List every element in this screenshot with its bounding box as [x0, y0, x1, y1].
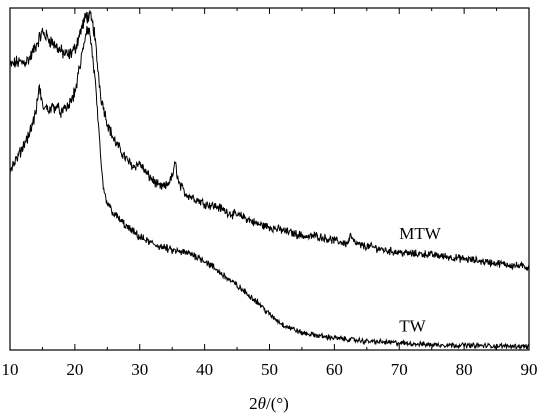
series-line-mtw	[9, 10, 530, 272]
x-axis-tick-labels: 10 20 30 40 50 60 70 80 90	[2, 360, 538, 379]
x-axis-label: 2θ/(°)	[249, 394, 289, 413]
series-labels: MTW TW	[399, 224, 442, 335]
x-tick-label: 50	[261, 360, 278, 379]
x-axis-label-symbol: θ	[258, 394, 266, 413]
series-label-tw: TW	[399, 317, 426, 336]
x-axis-label-prefix: 2	[249, 394, 258, 413]
x-tick-label: 80	[456, 360, 473, 379]
series-traces	[9, 10, 530, 351]
plot-frame	[9, 7, 530, 351]
x-tick-label: 10	[2, 360, 19, 379]
x-tick-label: 40	[196, 360, 213, 379]
x-tick-label: 20	[66, 360, 83, 379]
x-tick-label: 90	[521, 360, 538, 379]
x-tick-label: 70	[391, 360, 408, 379]
x-axis-ticks-top	[9, 8, 530, 14]
series-label-mtw: MTW	[399, 224, 442, 243]
x-axis-ticks-bottom	[9, 344, 530, 350]
x-tick-label: 60	[326, 360, 343, 379]
x-axis-label-suffix: /(°)	[266, 394, 289, 413]
x-tick-label: 30	[131, 360, 148, 379]
series-line-tw	[9, 25, 530, 351]
